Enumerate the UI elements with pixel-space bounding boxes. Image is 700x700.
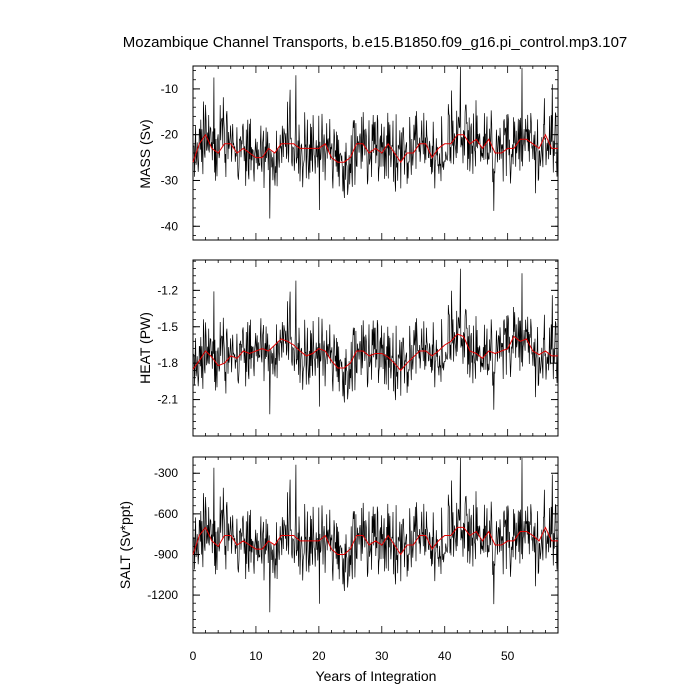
mass-y-tick-label: -40 [161,219,179,233]
heat-y-tick-label: -1.2 [157,283,178,297]
mass-y-axis-label: MASS (Sv) [137,119,153,188]
salt-y-tick-label: -900 [154,547,178,561]
chart-title: Mozambique Channel Transports, b.e15.B18… [123,34,628,51]
mass-smoothed-series-line [192,133,558,164]
heat-y-tick-label: -1.8 [157,356,178,370]
mass-y-tick-label: -30 [161,173,179,187]
x-tick-label: 0 [190,649,197,663]
x-tick-label: 50 [501,649,515,663]
heat-y-axis-label: HEAT (PW) [137,312,153,384]
mass-monthly-series-line [192,66,559,219]
heat-y-tick-label: -2.1 [157,393,178,407]
mass-y-tick-label: -10 [161,82,179,96]
salt-smoothed-series-line [192,526,558,556]
salt-y-axis-label: SALT (Sv*ppt) [117,501,133,589]
panel-mass: MASS (Sv) -40 -30 -20 -10 [137,65,559,241]
x-tick-label: 10 [249,649,263,663]
salt-plot-frame [192,456,559,634]
mass-y-tick-label: -20 [161,128,179,142]
heat-y-tick-label: -1.5 [157,320,178,334]
salt-y-tick-label: -1200 [147,588,178,602]
salt-monthly-series-line [192,457,559,613]
panel-heat: HEAT (PW) -2.1 -1.8 -1.5 -1.2 [137,259,559,437]
x-tick-label: 30 [375,649,389,663]
x-axis-label: Years of Integration [316,668,437,684]
heat-monthly-series-line [192,268,559,415]
heat-smoothed-series-line [192,333,558,372]
x-tick-label: 20 [312,649,326,663]
salt-y-tick-label: -300 [154,466,178,480]
salt-y-tick-label: -600 [154,507,178,521]
panel-salt: SALT (Sv*ppt) -1200 -900 -600 -300 [117,456,559,634]
x-tick-label: 40 [438,649,452,663]
